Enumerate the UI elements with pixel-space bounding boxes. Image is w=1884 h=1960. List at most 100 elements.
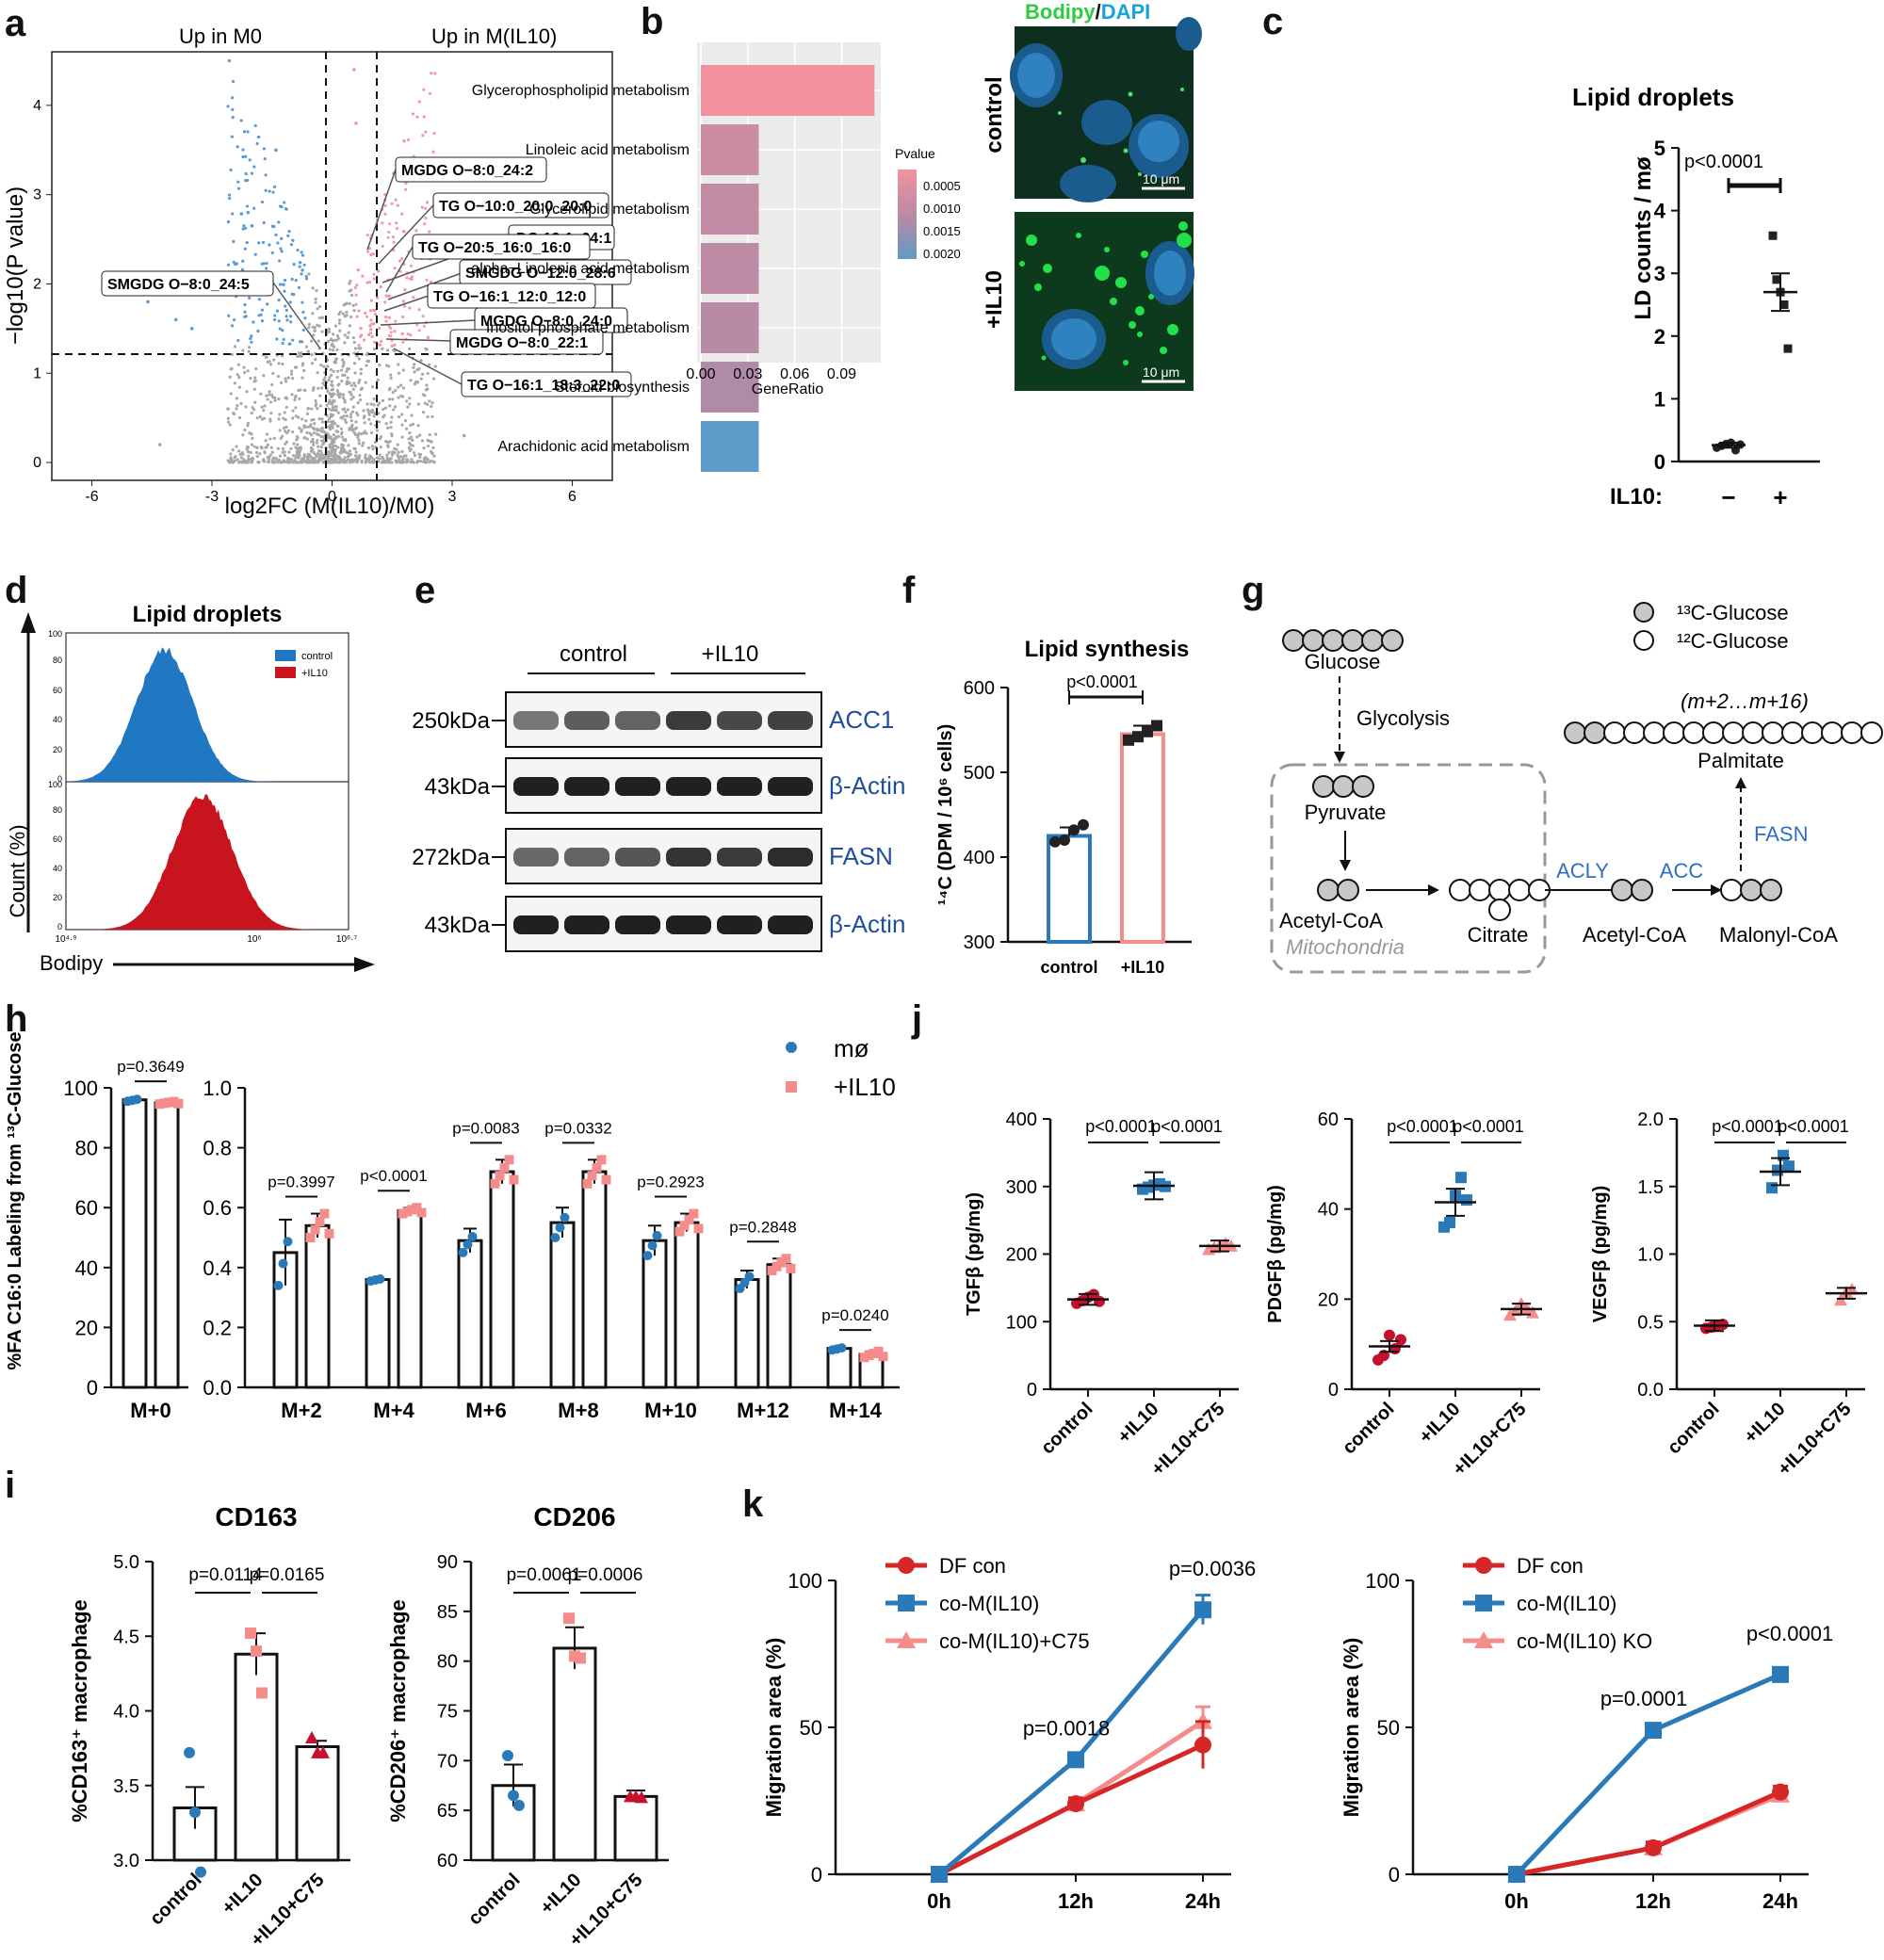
h-point — [490, 1178, 500, 1189]
volcano-ytick-label: 4 — [33, 98, 41, 114]
volcano-point — [400, 315, 405, 319]
h-point — [674, 1226, 685, 1237]
volcano-point — [401, 386, 406, 390]
volcano-point — [265, 394, 268, 397]
migration-legend-label: DF con — [1517, 1554, 1584, 1578]
volcano-point — [317, 445, 320, 448]
volcano-point — [400, 212, 404, 216]
h-bar — [304, 1223, 331, 1389]
volcano-point — [272, 460, 276, 463]
volcano-point — [404, 182, 408, 186]
volcano-point — [378, 453, 382, 457]
volcano-point — [330, 380, 334, 383]
volcano-point — [389, 373, 393, 377]
volcano-point — [331, 447, 334, 451]
h-point — [601, 1174, 611, 1185]
volcano-point — [230, 135, 234, 138]
cyto-category: control — [1339, 1399, 1398, 1458]
volcano-point — [400, 332, 404, 336]
svg-text:0.0020: 0.0020 — [923, 247, 961, 261]
migration-ytick-label: 50 — [800, 1716, 822, 1740]
volcano-point — [291, 338, 295, 342]
svg-text:10⁶·⁷: 10⁶·⁷ — [336, 934, 358, 945]
kegg-xtick-label: 0.06 — [780, 366, 809, 382]
carbon-atom — [1841, 721, 1863, 744]
h-point — [652, 1230, 662, 1240]
volcano-point — [357, 438, 361, 443]
volcano-point — [268, 437, 272, 441]
volcano-point — [299, 261, 302, 265]
volcano-title-right: Up in M(IL10) — [431, 24, 557, 48]
kegg-category: Arachidonic acid metabolism — [497, 439, 690, 455]
volcano-point — [393, 343, 397, 347]
pathway-palmitate: Palmitate — [1697, 749, 1784, 772]
volcano-label: MGDG O−8:0_24:2 — [401, 163, 533, 179]
h-bar — [154, 1101, 180, 1389]
wb-protein: β-Actin — [829, 771, 905, 800]
volcano-point — [366, 250, 370, 253]
panel-f-synthesis: Lipid synthesis 300 400 500 600 control +IL10… — [935, 637, 1192, 977]
volcano-point — [294, 445, 298, 449]
volcano-point — [409, 461, 413, 464]
volcano-point — [329, 368, 333, 372]
volcano-point — [234, 455, 237, 459]
kegg-xtick-label: 0.00 — [686, 366, 715, 382]
volcano-point — [393, 330, 397, 333]
volcano-point — [351, 396, 355, 399]
h-point — [416, 1207, 427, 1218]
h-pvalue: p=0.3649 — [117, 1058, 184, 1076]
volcano-point — [312, 417, 316, 422]
volcano-point — [328, 427, 333, 431]
volcano-point — [369, 402, 373, 406]
pathway-glucose: Glucose — [1305, 650, 1381, 673]
volcano-point — [291, 454, 296, 458]
volcano-point — [328, 458, 332, 462]
volcano-point — [320, 316, 325, 320]
volcano-point — [331, 348, 335, 352]
synth-point — [1049, 835, 1061, 848]
volcano-point — [406, 405, 410, 409]
volcano-point — [342, 407, 347, 411]
h-point — [781, 1254, 791, 1264]
volcano-point — [329, 435, 333, 439]
volcano-point — [370, 408, 374, 413]
volcano-point — [352, 309, 356, 313]
volcano-point — [267, 461, 270, 464]
volcano-point — [383, 203, 387, 207]
h-bar — [766, 1263, 792, 1389]
volcano-point — [411, 422, 415, 426]
volcano-point — [302, 459, 306, 462]
volcano-point — [370, 334, 374, 339]
migration-ylabel: Migration area (%) — [762, 1638, 786, 1818]
ld-ytick-label: 3 — [1654, 262, 1665, 285]
carbon-atom — [1337, 879, 1359, 901]
volcano-point — [368, 332, 373, 335]
volcano-point — [361, 444, 365, 447]
volcano-point — [241, 348, 245, 352]
carbon-atom — [1469, 879, 1491, 901]
volcano-point — [257, 241, 261, 245]
pathway-mitochondria: Mitochondria — [1286, 935, 1405, 959]
marker-pvalue: p=0.0061 — [507, 1565, 582, 1585]
pathway-malonyl: Malonyl-CoA — [1719, 923, 1838, 947]
volcano-point — [358, 398, 363, 402]
volcano-point — [422, 324, 427, 328]
volcano-point — [426, 439, 430, 443]
volcano-point — [423, 222, 427, 226]
volcano-point — [277, 220, 281, 224]
panel-letter-a: a — [5, 3, 26, 44]
ld-xlabel: IL10: — [1610, 484, 1663, 510]
cyto-ylabel: TGFβ (pg/mg) — [964, 1192, 984, 1316]
volcano-point — [311, 426, 316, 429]
volcano-point — [252, 165, 256, 169]
marker-title: CD206 — [533, 1502, 615, 1531]
volcano-point — [361, 274, 365, 278]
volcano-point — [247, 454, 251, 458]
volcano-point — [244, 171, 248, 176]
volcano-point — [157, 443, 162, 446]
volcano-point — [268, 390, 271, 394]
volcano-point — [318, 394, 322, 397]
volcano-point — [408, 347, 412, 350]
marker-point — [305, 1731, 318, 1744]
migration-legend-label: co-M(IL10)+C75 — [939, 1629, 1090, 1653]
